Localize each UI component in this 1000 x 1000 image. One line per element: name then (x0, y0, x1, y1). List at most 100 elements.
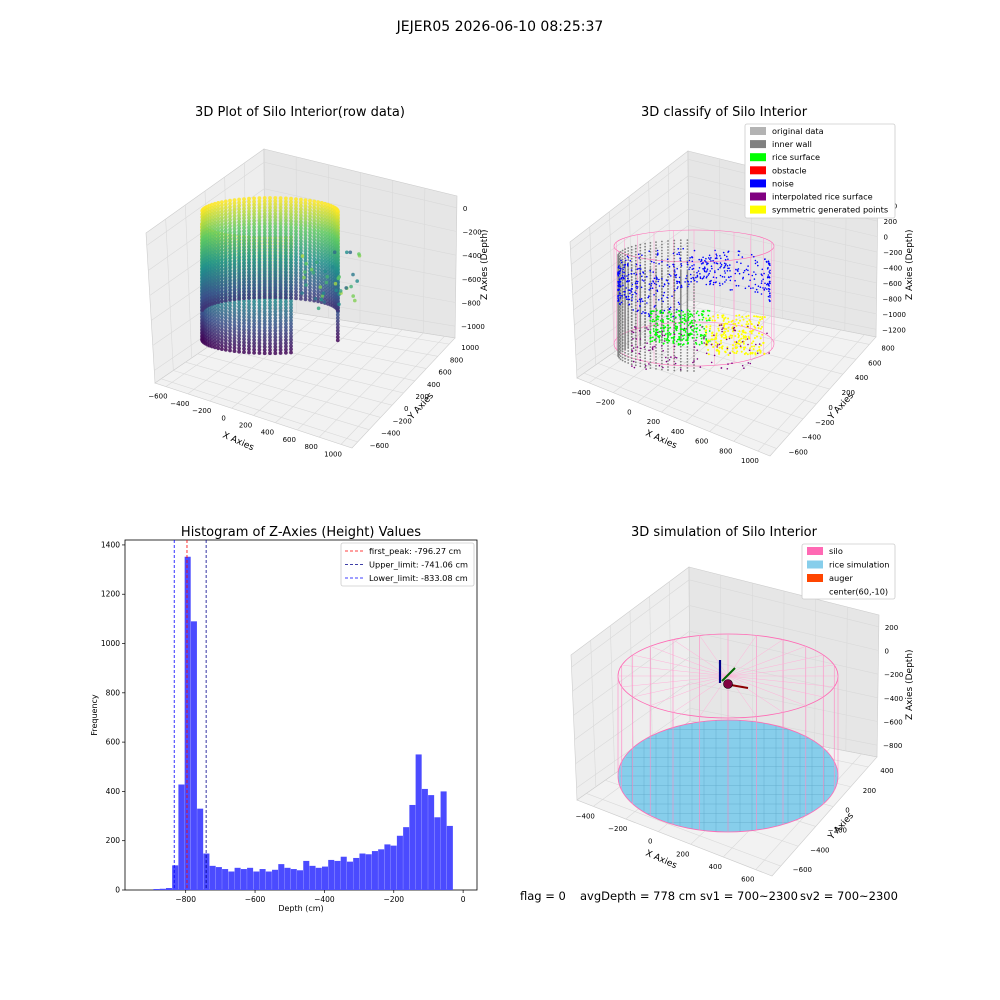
symmetric-point (752, 348, 755, 351)
rice-surface-point (687, 309, 689, 312)
raw-point (213, 269, 217, 273)
symmetric-point (749, 347, 751, 350)
raw-point (242, 308, 246, 313)
raw-point (273, 208, 278, 213)
inner-wall-point (644, 317, 646, 320)
rice-surface-point (677, 338, 679, 341)
inner-wall-point (639, 306, 642, 309)
interpolated-point (687, 334, 690, 336)
inner-wall-point (679, 336, 682, 339)
raw-point (247, 219, 251, 224)
silo-roof-wire (621, 675, 729, 688)
raw-point (210, 286, 214, 290)
raw-point (223, 285, 228, 290)
raw-point (210, 254, 214, 258)
raw-point (284, 279, 288, 284)
inner-wall-point (644, 296, 646, 299)
inner-wall-point (686, 248, 689, 251)
raw-point (289, 302, 293, 307)
raw-point (228, 256, 232, 261)
raw-point (228, 208, 232, 213)
raw-point (228, 230, 232, 235)
raw-point (289, 251, 293, 256)
raw-point (216, 297, 221, 301)
z-tick-label: −200 (463, 229, 482, 237)
raw-point (210, 295, 214, 300)
raw-point (319, 277, 324, 282)
raw-point (252, 228, 256, 233)
rice-surface-point (667, 336, 669, 338)
raw-point (303, 230, 308, 235)
raw-point (210, 228, 214, 233)
rice-surface-point (678, 332, 680, 335)
grid-line-wall (609, 211, 615, 353)
noise-point (619, 303, 621, 306)
raw-point (257, 218, 262, 223)
raw-point (257, 273, 262, 277)
inner-wall-point (673, 366, 676, 369)
raw-point (303, 220, 308, 225)
inner-wall-point (621, 353, 624, 356)
raw-point (273, 234, 278, 239)
raw-point (289, 283, 293, 287)
raw-point (237, 264, 242, 269)
noise-point (672, 315, 674, 318)
inner-wall-point (639, 312, 642, 315)
inner-wall-point (617, 322, 620, 325)
inner-wall-point (667, 309, 669, 311)
silo-roof-wire (699, 675, 729, 717)
rice-surface-point (675, 311, 678, 313)
raw-point (299, 226, 303, 231)
rice-surface-point (682, 335, 684, 337)
symmetric-point (754, 326, 757, 329)
symmetric-point (749, 320, 752, 323)
noise-point (665, 279, 668, 281)
inner-wall-point (619, 263, 622, 265)
rice-surface-point (679, 324, 682, 327)
raw-point (308, 259, 312, 264)
raw-point (200, 330, 204, 335)
raw-point (278, 253, 283, 258)
raw-point (294, 254, 298, 259)
rice-surface-point (708, 310, 711, 312)
noise-point (750, 287, 752, 290)
inner-wall-point (693, 358, 695, 360)
y-tick-label: −200 (815, 419, 834, 427)
raw-point (316, 277, 320, 281)
interpolated-point (636, 346, 639, 348)
raw-point (268, 288, 272, 293)
interpolated-point (747, 325, 749, 328)
raw-point (257, 228, 262, 233)
inner-wall-point (667, 288, 669, 290)
inner-wall-point (621, 345, 624, 348)
rice-surface-point (679, 318, 682, 321)
noise-point (632, 309, 634, 311)
raw-point (308, 288, 312, 293)
noise-point (657, 252, 659, 254)
raw-point (213, 246, 217, 251)
noise-point (663, 309, 666, 312)
inner-wall-point (686, 278, 689, 280)
raw-point (273, 276, 278, 280)
inner-wall-point (630, 245, 633, 248)
noise-point (625, 259, 627, 262)
inner-wall-point (673, 287, 676, 290)
noise-point (742, 271, 745, 274)
raw-point (303, 223, 308, 228)
raw-point (257, 338, 262, 343)
raw-point (273, 202, 278, 207)
raw-point (268, 300, 272, 304)
noise-point (765, 260, 768, 263)
inner-wall-point (621, 333, 624, 336)
raw-point (319, 268, 324, 272)
rice-surface-point (703, 327, 706, 330)
inner-wall-point (686, 290, 689, 292)
inner-wall-point (617, 334, 620, 337)
inner-wall-point (649, 364, 652, 366)
x-tick-label: 200 (239, 422, 252, 430)
symmetric-point (712, 346, 715, 348)
raw-point (213, 217, 217, 222)
grid-line-x (637, 311, 748, 403)
raw-point (252, 315, 256, 320)
raw-point (228, 300, 232, 305)
